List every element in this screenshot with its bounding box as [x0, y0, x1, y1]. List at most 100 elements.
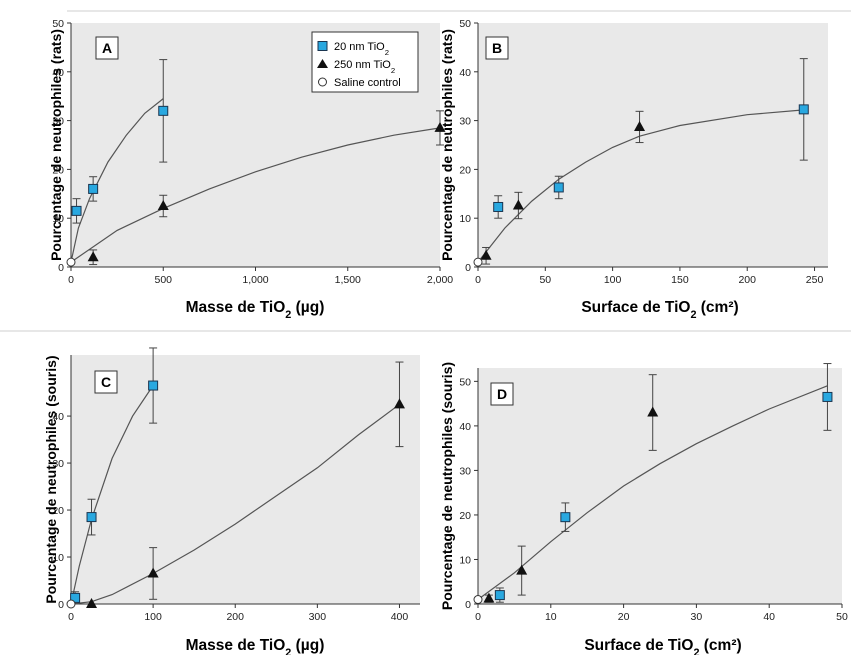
data-point-triangle: [483, 592, 495, 603]
fit-curve: [70, 98, 164, 263]
x-tick-label: 1,000: [242, 274, 268, 286]
x-tick-label: 150: [671, 274, 689, 286]
data-point-triangle: [87, 251, 99, 262]
y-tick-label: 40: [52, 411, 64, 423]
x-tick-label: 0: [475, 611, 481, 623]
x-axis-label: Surface de TiO2 (cm²): [584, 637, 741, 655]
x-tick-label: 50: [539, 274, 551, 286]
data-point-triangle: [516, 564, 528, 575]
x-tick-label: 250: [806, 274, 824, 286]
y-tick-label: 30: [459, 465, 471, 477]
y-tick-label: 0: [58, 262, 64, 274]
y-tick-label: 40: [459, 421, 471, 433]
data-point-triangle: [86, 598, 98, 608]
legend-box: [311, 31, 419, 93]
data-point-square: [86, 512, 97, 523]
y-tick-label: 20: [52, 164, 64, 176]
chart-panel-D: 0 10 20 30 40 50 0 10 20 30 40 50 Pourcentage de neu…: [439, 362, 848, 655]
fit-curve: [477, 385, 828, 600]
x-tick-label: 200: [226, 611, 244, 623]
data-point-square: [822, 391, 833, 402]
plot-background: [71, 355, 420, 604]
y-axis-label: Pourcentage de neutrophiles (rats): [48, 29, 64, 261]
y-tick-label: 30: [52, 458, 64, 470]
x-tick-label: 100: [144, 611, 162, 623]
fit-curve: [70, 385, 154, 605]
y-tick-label: 30: [52, 116, 64, 128]
x-tick-label: 2,000: [427, 274, 453, 286]
x-tick-label: 300: [309, 611, 327, 623]
y-tick-label: 50: [52, 18, 64, 30]
y-tick-label: 10: [52, 213, 64, 225]
y-tick-label: 10: [52, 552, 64, 564]
x-axis-label: Surface de TiO2 (cm²): [581, 299, 738, 321]
plot-background: [478, 368, 842, 604]
x-tick-label: 100: [604, 274, 622, 286]
plot-background: [478, 23, 828, 267]
y-tick-label: 10: [459, 213, 471, 225]
data-point-triangle: [480, 249, 492, 260]
y-tick-label: 50: [459, 18, 471, 30]
data-point-triangle: [393, 398, 405, 409]
x-tick-label: 30: [691, 611, 703, 623]
legend-label: 20 nm TiO2: [334, 41, 389, 57]
x-tick-label: 40: [763, 611, 775, 623]
panel-label: B: [492, 40, 502, 56]
panel-label: C: [101, 374, 111, 390]
y-tick-label: 0: [58, 599, 64, 611]
data-point-circle: [473, 257, 483, 267]
y-axis-label: Pourcentage de neutrophiles (souris): [43, 355, 59, 603]
x-tick-label: 400: [391, 611, 409, 623]
data-point-circle: [473, 595, 483, 605]
data-point-square: [798, 104, 809, 115]
legend-label: 250 nm TiO2: [334, 59, 395, 75]
y-tick-label: 0: [465, 262, 471, 274]
x-tick-label: 200: [738, 274, 756, 286]
panel-label-box: [95, 36, 119, 60]
data-point-square: [553, 182, 564, 193]
x-tick-label: 10: [545, 611, 557, 623]
legend-marker-square: [317, 41, 328, 51]
data-point-triangle: [157, 200, 169, 210]
data-point-triangle: [634, 120, 646, 131]
y-tick-label: 40: [459, 67, 471, 79]
y-tick-label: 40: [52, 67, 64, 79]
panel-label-box: [490, 382, 514, 406]
legend: 20 nm TiO2 250 nm TiO2 Saline control: [311, 31, 419, 93]
x-tick-label: 1,500: [335, 274, 361, 286]
fit-curve: [70, 127, 441, 263]
data-point-triangle: [147, 567, 159, 578]
panel-label-box: [94, 370, 118, 394]
data-point-triangle: [512, 199, 524, 210]
legend-marker-triangle: [317, 59, 328, 68]
data-point-square: [88, 183, 99, 194]
data-point-triangle: [434, 121, 446, 132]
y-tick-label: 20: [459, 164, 471, 176]
y-tick-label: 50: [459, 376, 471, 388]
y-tick-label: 0: [465, 599, 471, 611]
panel-label: A: [102, 40, 112, 56]
panel-label: D: [497, 386, 507, 402]
y-axis-label: Pourcentage de neutrophiles (rats): [439, 29, 455, 261]
data-point-square: [71, 205, 82, 216]
data-point-square: [560, 512, 571, 523]
x-axis-label: Masse de TiO2 (µg): [186, 637, 325, 655]
y-tick-label: 30: [459, 116, 471, 128]
data-point-square: [158, 105, 169, 116]
legend-label: Saline control: [334, 77, 401, 89]
x-tick-label: 20: [618, 611, 630, 623]
y-tick-label: 20: [459, 510, 471, 522]
y-axis-label: Pourcentage de neutrophiles (souris): [439, 362, 455, 610]
data-point-circle: [66, 599, 76, 609]
data-point-square: [494, 590, 505, 601]
x-tick-label: 50: [836, 611, 848, 623]
y-tick-label: 10: [459, 554, 471, 566]
data-point-square: [493, 201, 504, 212]
x-axis-label: Masse de TiO2 (µg): [186, 299, 325, 321]
x-tick-label: 0: [475, 274, 481, 286]
x-tick-label: 500: [154, 274, 172, 286]
x-tick-label: 0: [68, 274, 74, 286]
chart-panel-B: 0 10 20 30 40 50 0 50 100 150 200 250 Pourcentage de…: [439, 18, 828, 321]
